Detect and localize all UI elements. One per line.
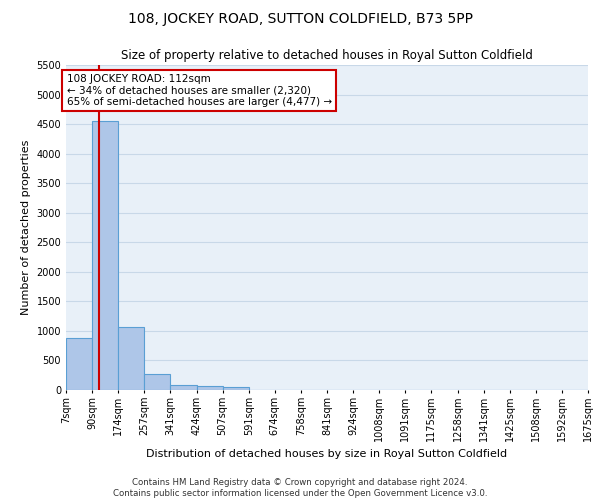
Text: 108, JOCKEY ROAD, SUTTON COLDFIELD, B73 5PP: 108, JOCKEY ROAD, SUTTON COLDFIELD, B73 … bbox=[128, 12, 473, 26]
Title: Size of property relative to detached houses in Royal Sutton Coldfield: Size of property relative to detached ho… bbox=[121, 50, 533, 62]
X-axis label: Distribution of detached houses by size in Royal Sutton Coldfield: Distribution of detached houses by size … bbox=[146, 450, 508, 460]
Bar bbox=[118, 328, 145, 390]
Bar bbox=[145, 374, 170, 390]
Bar bbox=[223, 387, 249, 390]
Bar bbox=[170, 386, 197, 390]
Text: Contains HM Land Registry data © Crown copyright and database right 2024.
Contai: Contains HM Land Registry data © Crown c… bbox=[113, 478, 487, 498]
Text: 108 JOCKEY ROAD: 112sqm
← 34% of detached houses are smaller (2,320)
65% of semi: 108 JOCKEY ROAD: 112sqm ← 34% of detache… bbox=[67, 74, 332, 107]
Bar bbox=[197, 386, 223, 390]
Bar bbox=[92, 121, 118, 390]
Y-axis label: Number of detached properties: Number of detached properties bbox=[21, 140, 31, 315]
Bar bbox=[66, 338, 92, 390]
